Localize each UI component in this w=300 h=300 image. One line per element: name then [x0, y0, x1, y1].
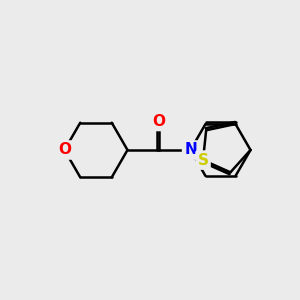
Text: N: N	[184, 142, 197, 158]
Text: S: S	[197, 153, 208, 168]
Text: O: O	[58, 142, 71, 158]
Text: O: O	[152, 114, 166, 129]
